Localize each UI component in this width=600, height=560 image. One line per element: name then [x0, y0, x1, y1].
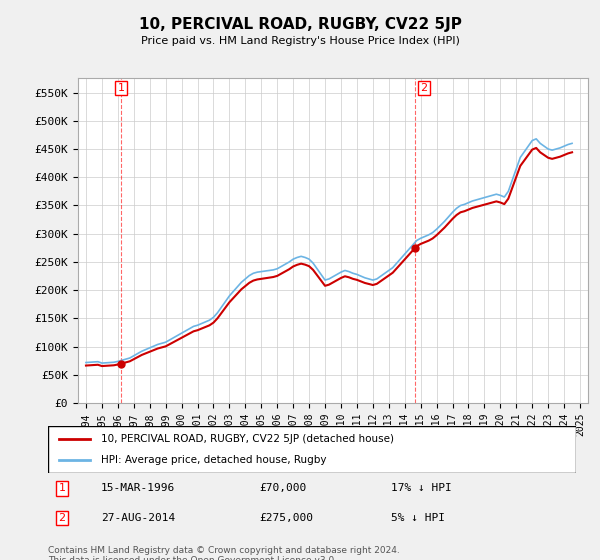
- Text: 2: 2: [59, 513, 65, 523]
- Text: 10, PERCIVAL ROAD, RUGBY, CV22 5JP: 10, PERCIVAL ROAD, RUGBY, CV22 5JP: [139, 17, 461, 32]
- Text: HPI: Average price, detached house, Rugby: HPI: Average price, detached house, Rugb…: [101, 455, 326, 465]
- Text: £70,000: £70,000: [259, 483, 307, 493]
- Text: 10, PERCIVAL ROAD, RUGBY, CV22 5JP (detached house): 10, PERCIVAL ROAD, RUGBY, CV22 5JP (deta…: [101, 434, 394, 444]
- Text: 1: 1: [118, 83, 125, 93]
- Text: 1: 1: [59, 483, 65, 493]
- Text: £275,000: £275,000: [259, 513, 313, 523]
- Text: Price paid vs. HM Land Registry's House Price Index (HPI): Price paid vs. HM Land Registry's House …: [140, 36, 460, 46]
- Text: 27-AUG-2014: 27-AUG-2014: [101, 513, 175, 523]
- Text: 2: 2: [420, 83, 427, 93]
- Text: 17% ↓ HPI: 17% ↓ HPI: [391, 483, 452, 493]
- Text: Contains HM Land Registry data © Crown copyright and database right 2024.
This d: Contains HM Land Registry data © Crown c…: [48, 546, 400, 560]
- FancyBboxPatch shape: [48, 426, 576, 473]
- Text: 15-MAR-1996: 15-MAR-1996: [101, 483, 175, 493]
- Text: 5% ↓ HPI: 5% ↓ HPI: [391, 513, 445, 523]
